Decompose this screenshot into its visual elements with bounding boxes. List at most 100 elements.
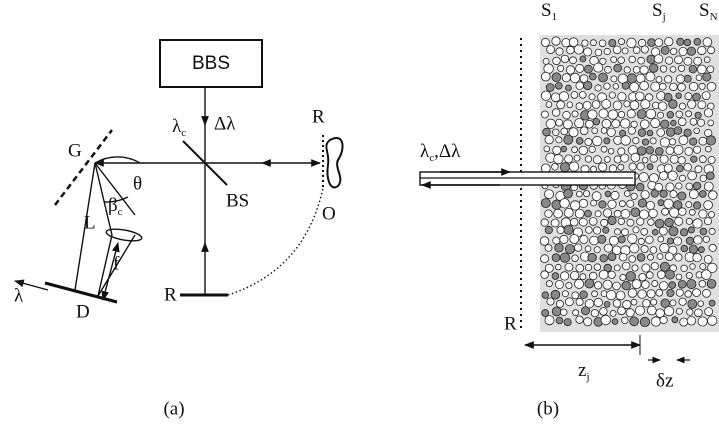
scatterer	[578, 217, 588, 227]
scatterer	[683, 74, 692, 83]
scatterer	[650, 118, 661, 129]
scatterer	[694, 308, 703, 318]
scatterer	[661, 207, 669, 216]
scatterer	[658, 171, 669, 181]
angle-arc	[94, 156, 141, 164]
scatterer	[641, 263, 651, 273]
scatterer	[647, 253, 654, 261]
scatterer	[612, 83, 619, 90]
scatterer	[619, 253, 628, 262]
scatterer	[570, 91, 579, 99]
scatterer	[571, 291, 580, 300]
scatterer	[566, 101, 574, 109]
scatterer	[631, 279, 642, 290]
scatterer	[708, 227, 716, 235]
scatterer	[560, 145, 567, 153]
scatterer	[664, 36, 674, 47]
scatterer	[695, 74, 703, 81]
scatterer	[656, 128, 665, 137]
scatterer	[573, 154, 581, 162]
scatterer	[551, 306, 562, 317]
scatterer	[674, 253, 683, 262]
scatterer	[573, 44, 584, 55]
angle-label: βc	[108, 195, 123, 217]
scatterer	[602, 279, 613, 290]
scatterer	[546, 297, 555, 306]
depth-label: zj	[578, 360, 590, 382]
scatterer	[610, 190, 620, 200]
scatterer	[639, 316, 651, 328]
scatterer	[666, 237, 674, 245]
panel-label: (a)	[163, 398, 184, 419]
scatterer	[669, 82, 678, 92]
scatterer	[666, 288, 675, 297]
scatterer	[654, 147, 664, 156]
scatterer	[614, 228, 622, 236]
scatterer	[555, 316, 564, 325]
scatterer	[628, 255, 636, 263]
scatterer	[564, 154, 573, 164]
scatterer	[604, 190, 612, 198]
scatterer	[559, 252, 571, 263]
scatterer	[545, 118, 556, 129]
scatterer	[696, 64, 707, 75]
scatterer	[601, 118, 612, 129]
scatterer	[573, 243, 583, 252]
scatterer	[556, 100, 566, 110]
scatterer	[669, 299, 677, 307]
scatterer	[683, 38, 692, 47]
scatterer	[579, 234, 589, 244]
scatterer	[636, 109, 647, 120]
scatterer	[707, 315, 718, 326]
scatterer	[593, 297, 603, 308]
scatterer	[568, 127, 579, 138]
scatterer	[555, 136, 563, 144]
scatterer	[686, 279, 697, 290]
scatterer	[553, 154, 564, 165]
scatterer	[603, 243, 613, 253]
scatterer	[599, 254, 608, 263]
scatterer	[678, 135, 689, 146]
scatterer	[540, 90, 552, 101]
scatterer	[694, 111, 702, 119]
scatterer	[581, 39, 589, 47]
scatterer	[632, 226, 640, 234]
scatterer	[675, 92, 682, 99]
scatterer	[677, 279, 687, 289]
scatterer	[598, 39, 607, 48]
scatterer	[613, 155, 622, 164]
scatterer	[562, 110, 571, 120]
scatterer	[650, 189, 659, 198]
scatterer	[606, 127, 616, 137]
scatterer	[679, 317, 689, 327]
symbol: S	[699, 0, 710, 21]
scatterer	[659, 315, 668, 325]
scatterer	[693, 56, 703, 66]
scatterer	[594, 84, 602, 92]
scatterer	[578, 145, 589, 156]
lens-label: L	[84, 212, 96, 233]
scatterer	[660, 119, 670, 129]
scatterer	[680, 264, 688, 272]
scatterer	[583, 47, 593, 57]
scatterer	[685, 271, 693, 279]
scatterer	[578, 198, 589, 208]
subscript: N	[710, 11, 718, 23]
scatterer	[685, 201, 693, 209]
scatterer	[540, 270, 549, 279]
scatterer	[591, 127, 598, 134]
scatterer	[632, 137, 640, 145]
scatterer	[629, 82, 640, 93]
scatterer	[613, 209, 622, 218]
scatterer	[706, 278, 717, 289]
scatterer	[650, 298, 658, 306]
scatterer	[650, 81, 661, 92]
scatterer	[598, 269, 609, 280]
scatterer	[699, 263, 707, 270]
scatterer	[629, 316, 639, 327]
scatterer	[540, 198, 551, 209]
scatterer	[669, 66, 677, 73]
scatterer	[571, 146, 578, 154]
scatterer	[604, 156, 611, 163]
scatterer	[649, 246, 658, 254]
